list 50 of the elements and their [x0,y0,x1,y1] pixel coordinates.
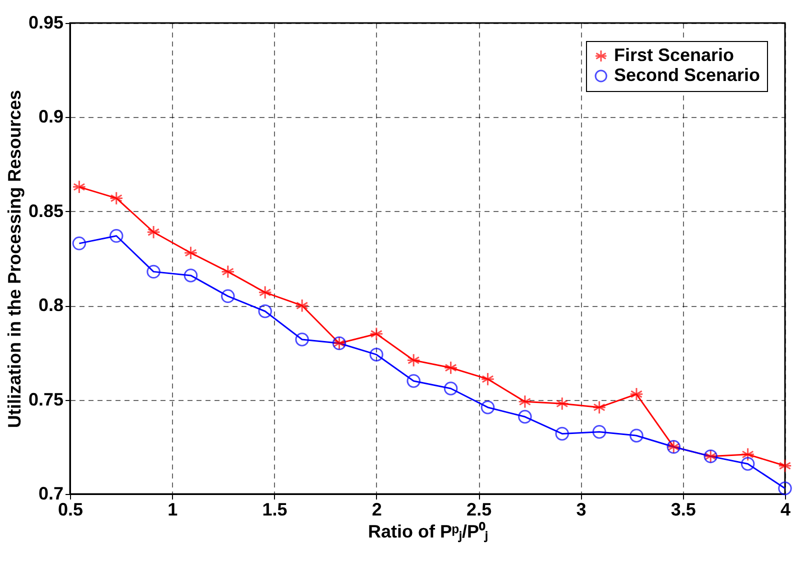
point [630,428,644,442]
point [146,264,160,279]
point [370,348,384,362]
point [555,396,569,410]
point [444,382,458,396]
x-tick-label: 2 [372,500,382,520]
point [592,424,606,439]
point [740,456,755,471]
point [740,448,755,462]
point [480,400,495,414]
point [72,180,86,194]
y-tick-label: 0.8 [38,295,64,316]
point [778,458,792,473]
point [370,326,384,341]
point [406,374,420,388]
point [630,387,644,402]
x-tick-label: 1 [168,500,178,520]
point [480,372,495,386]
point [778,481,792,496]
x-tick-label: 1.5 [262,500,288,520]
point [72,236,86,250]
point [555,426,569,441]
point [444,360,458,375]
x-tick-label: 3 [576,500,586,520]
legend-label: Second Scenario [614,65,760,85]
point [592,400,606,414]
point [110,191,124,206]
point [146,225,160,239]
point [295,298,309,312]
y-tick-label: 0.75 [28,389,64,410]
point [258,304,272,318]
x-axis-title: Ratio of Pᵖⱼ/P⁰ⱼ [368,522,488,542]
x-tick-label: 2.5 [466,500,492,520]
point [184,268,198,282]
y-tick-label: 0.95 [28,12,64,32]
y-tick-label: 0.85 [28,200,64,221]
y-tick-label: 0.9 [38,106,64,127]
point [406,353,420,368]
point [184,246,198,260]
legend-label: First Scenario [614,45,734,65]
point [110,229,124,243]
point [258,286,272,300]
x-tick-label: 3.5 [670,500,696,520]
point [295,332,309,346]
y-axis-title: Utilization in the Processing Resources [4,90,24,428]
x-tick-label: 4 [780,500,791,520]
point [221,289,235,304]
point [518,410,532,424]
point [221,264,235,279]
point [518,394,532,409]
